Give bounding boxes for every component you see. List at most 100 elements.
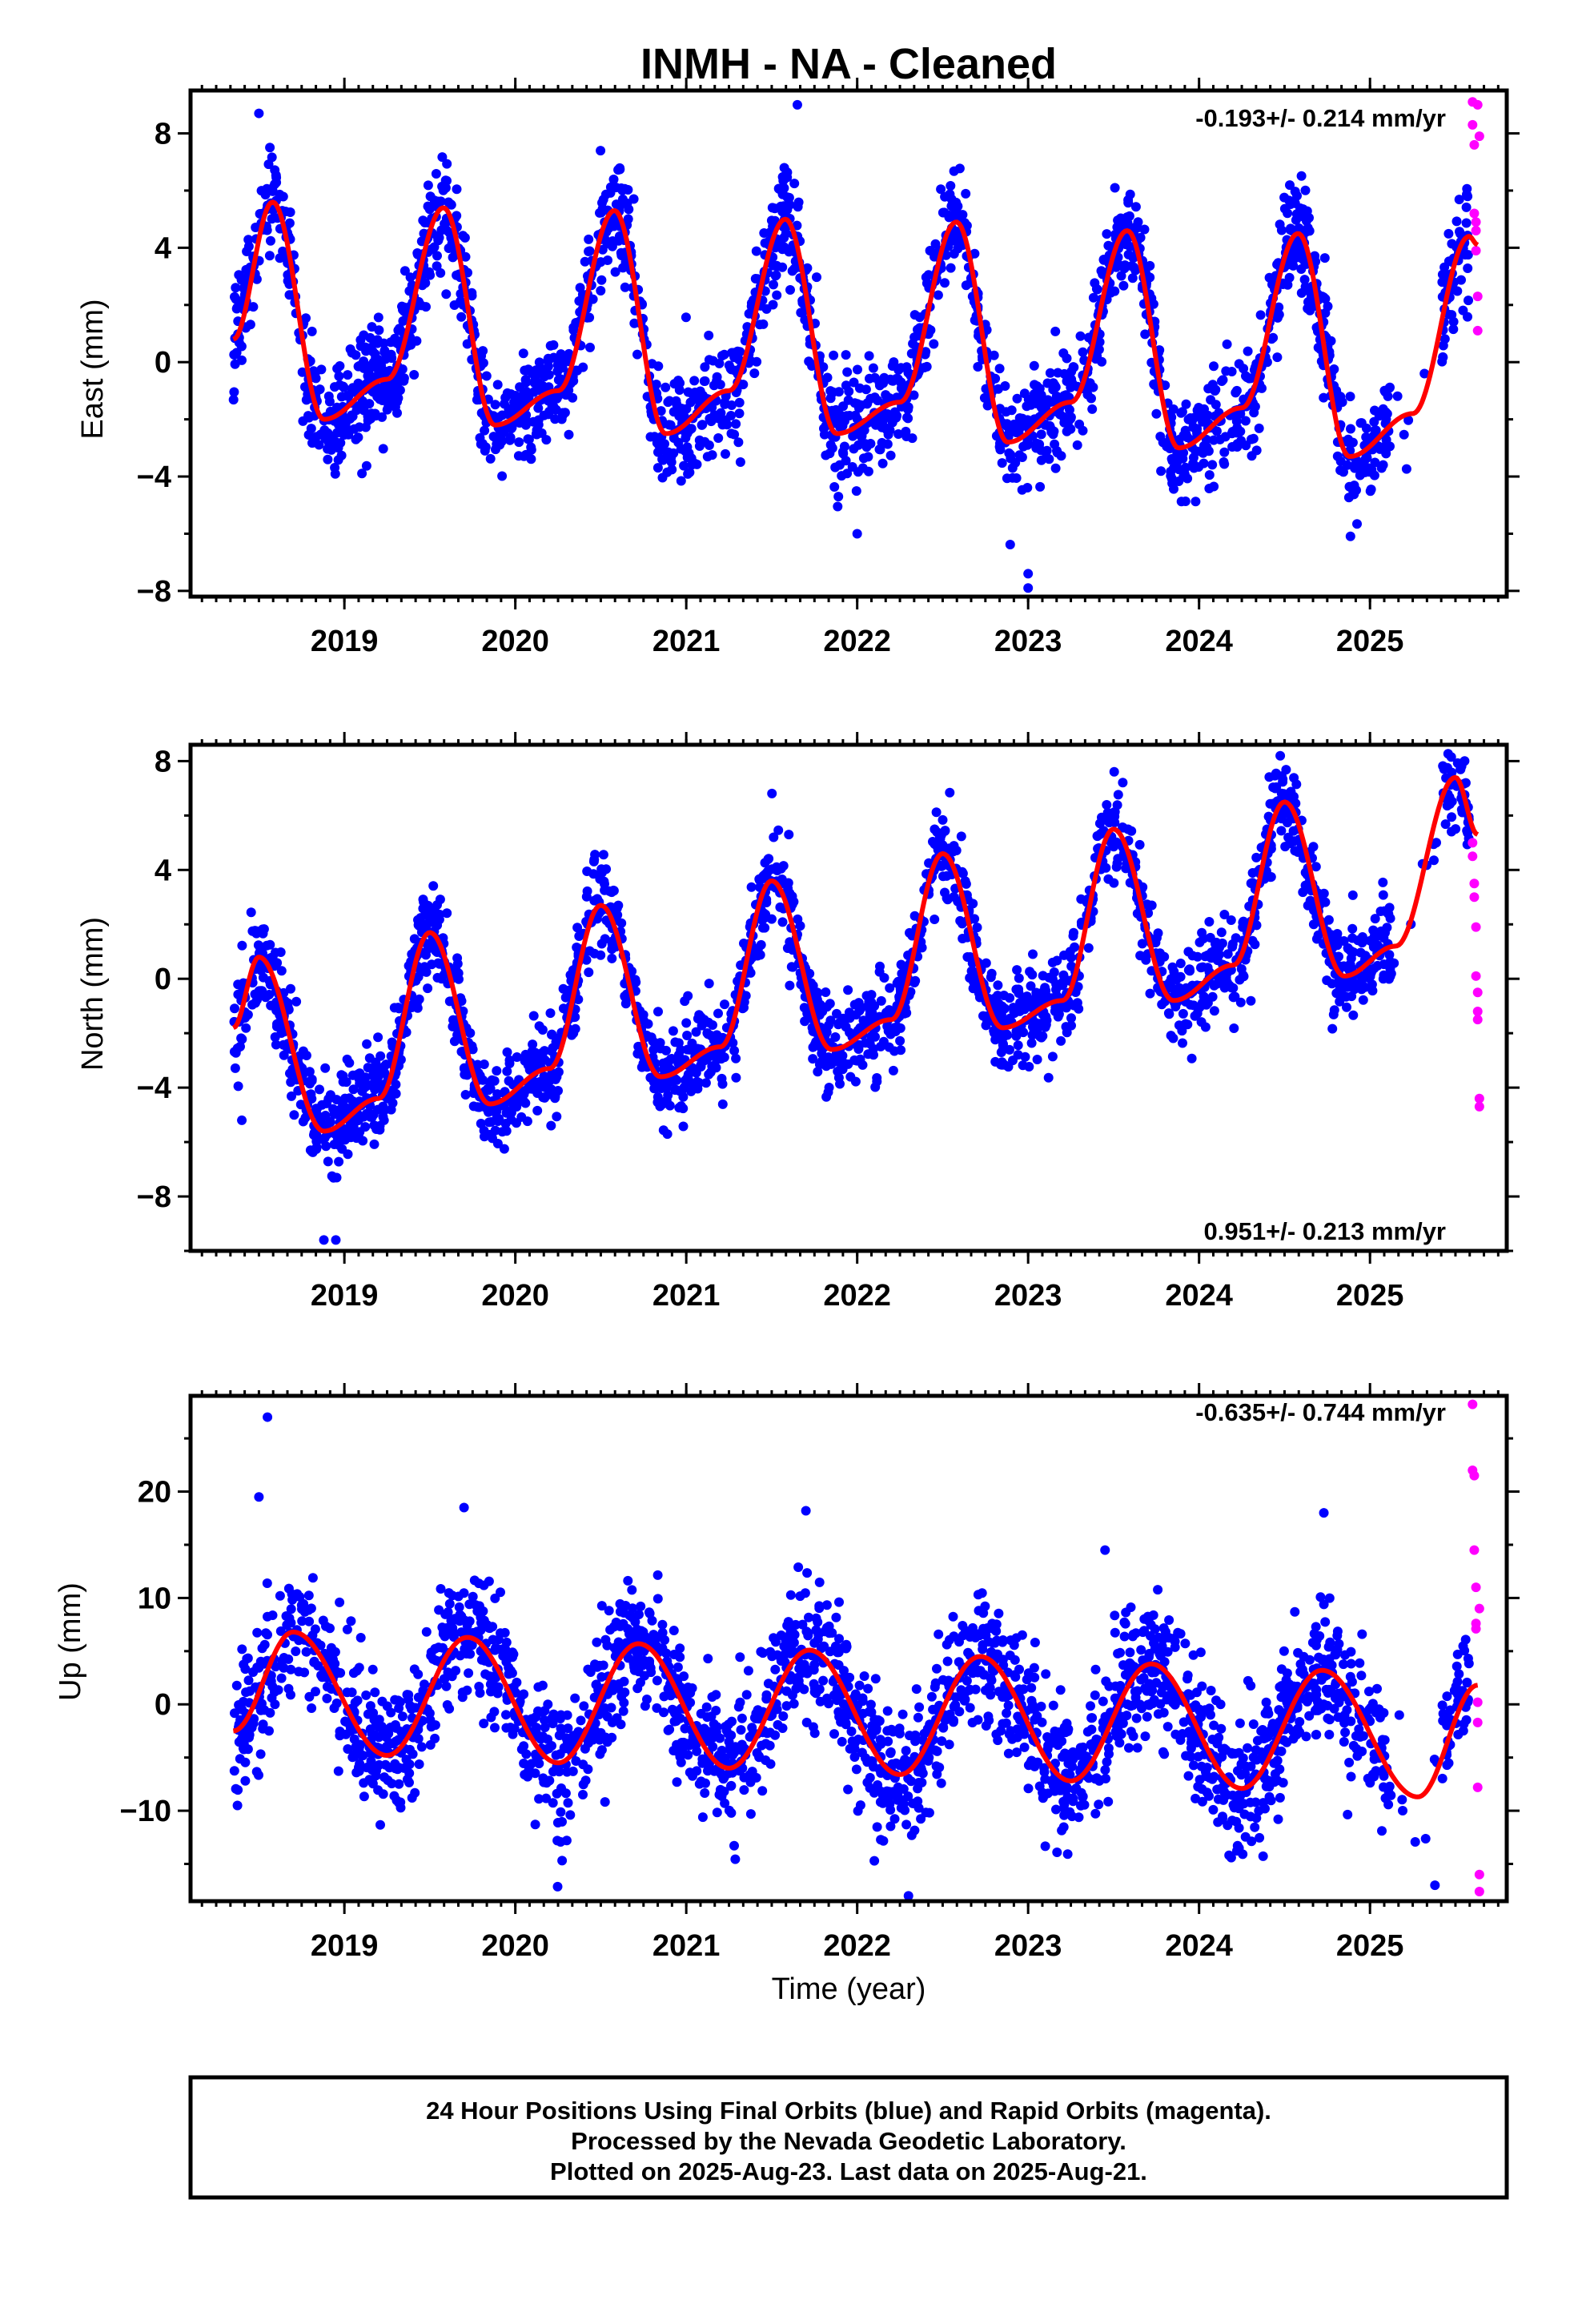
east-final-point bbox=[514, 437, 524, 448]
east-rate-label: -0.193+/- 0.214 mm/yr bbox=[1195, 104, 1446, 132]
east-final-point bbox=[1140, 329, 1150, 340]
north-final-point bbox=[942, 870, 952, 881]
north-final-point bbox=[892, 1022, 902, 1032]
east-final-point bbox=[1023, 583, 1034, 593]
north-final-point bbox=[1360, 951, 1371, 961]
north-final-point bbox=[938, 814, 948, 825]
east-final-point bbox=[562, 387, 572, 397]
east-final-point bbox=[853, 440, 864, 450]
east-final-point bbox=[307, 326, 317, 336]
east-final-point bbox=[686, 424, 697, 434]
north-final-point bbox=[365, 1080, 375, 1090]
east-final-point bbox=[893, 365, 904, 375]
east-final-point bbox=[1004, 425, 1014, 436]
north-final-point bbox=[731, 1072, 741, 1083]
north-final-point bbox=[229, 1047, 239, 1057]
north-final-point bbox=[1041, 1011, 1051, 1022]
north-final-point bbox=[1094, 818, 1105, 829]
east-final-point bbox=[1374, 411, 1384, 421]
north-final-point bbox=[717, 1099, 728, 1109]
north-rapid-point bbox=[1472, 1015, 1483, 1025]
north-final-point bbox=[286, 983, 295, 994]
east-final-point bbox=[1029, 360, 1039, 371]
north-final-point bbox=[701, 1078, 711, 1088]
east-final-point bbox=[675, 378, 685, 388]
east-final-point bbox=[1332, 451, 1343, 461]
north-final-point bbox=[841, 1014, 851, 1024]
east-final-point bbox=[752, 356, 762, 367]
east-final-point bbox=[490, 400, 500, 410]
north-final-point bbox=[785, 937, 795, 947]
north-final-point bbox=[1186, 1053, 1197, 1063]
east-final-point bbox=[713, 433, 724, 443]
east-final-point bbox=[526, 454, 536, 464]
north-final-point bbox=[653, 1007, 663, 1017]
east-final-point bbox=[782, 192, 793, 203]
east-final-point bbox=[1023, 569, 1034, 579]
east-final-point bbox=[605, 182, 616, 192]
east-final-point bbox=[1240, 416, 1251, 426]
north-final-point bbox=[708, 1020, 717, 1030]
east-final-point bbox=[829, 350, 839, 360]
east-final-point bbox=[371, 352, 381, 363]
east-final-point bbox=[511, 401, 521, 412]
east-final-point bbox=[620, 282, 630, 292]
east-final-point bbox=[228, 395, 239, 405]
north-final-point bbox=[484, 1085, 494, 1096]
north-final-point bbox=[1070, 942, 1080, 952]
east-final-point bbox=[1001, 407, 1011, 417]
east-final-point bbox=[839, 441, 849, 452]
north-final-point bbox=[1235, 997, 1246, 1007]
east-final-point bbox=[849, 377, 859, 388]
east-final-point bbox=[1296, 287, 1307, 298]
north-final-point bbox=[1358, 995, 1368, 1005]
east-final-point bbox=[851, 486, 861, 497]
east-final-point bbox=[769, 203, 780, 214]
north-final-point bbox=[1335, 980, 1345, 991]
north-final-point bbox=[1109, 766, 1119, 777]
north-final-point bbox=[949, 891, 959, 902]
north-final-point bbox=[598, 850, 608, 860]
east-final-point bbox=[1167, 456, 1178, 466]
east-final-point bbox=[784, 247, 794, 257]
north-final-point bbox=[1108, 816, 1118, 826]
north-final-point bbox=[1347, 890, 1358, 900]
north-final-point bbox=[233, 1081, 243, 1092]
north-final-point bbox=[1005, 993, 1015, 1003]
north-final-point bbox=[813, 1067, 823, 1077]
north-final-point bbox=[1047, 974, 1058, 984]
east-final-point bbox=[958, 210, 968, 220]
east-final-point bbox=[1078, 347, 1088, 357]
north-final-point bbox=[237, 940, 247, 951]
north-final-point bbox=[823, 1087, 833, 1097]
east-final-point bbox=[1145, 260, 1155, 271]
east-final-point bbox=[1464, 296, 1473, 306]
east-final-point bbox=[632, 349, 642, 360]
north-final-point bbox=[1271, 782, 1282, 792]
east-final-point bbox=[323, 454, 333, 464]
east-final-point bbox=[990, 373, 1001, 384]
north-final-point bbox=[1378, 877, 1388, 887]
east-final-point bbox=[772, 290, 782, 300]
east-final-point bbox=[792, 220, 802, 231]
east-final-point bbox=[1264, 272, 1275, 283]
east-final-point bbox=[267, 214, 277, 224]
east-final-point bbox=[1042, 445, 1052, 456]
north-final-point bbox=[1447, 826, 1456, 837]
east-final-point bbox=[1066, 412, 1076, 422]
east-final-point bbox=[1319, 253, 1330, 263]
north-final-point bbox=[815, 999, 825, 1010]
east-final-point bbox=[1169, 484, 1178, 494]
east-final-point bbox=[729, 429, 740, 440]
east-final-point bbox=[1007, 463, 1018, 473]
north-final-point bbox=[1066, 952, 1076, 963]
east-final-point bbox=[936, 184, 946, 195]
north-final-point bbox=[746, 882, 757, 892]
east-final-point bbox=[877, 458, 888, 468]
east-final-point bbox=[868, 363, 878, 373]
north-final-point bbox=[528, 1011, 539, 1021]
east-final-point bbox=[330, 382, 339, 392]
north-final-point bbox=[1429, 855, 1439, 866]
east-final-point bbox=[862, 399, 873, 409]
east-final-point bbox=[1283, 208, 1293, 219]
